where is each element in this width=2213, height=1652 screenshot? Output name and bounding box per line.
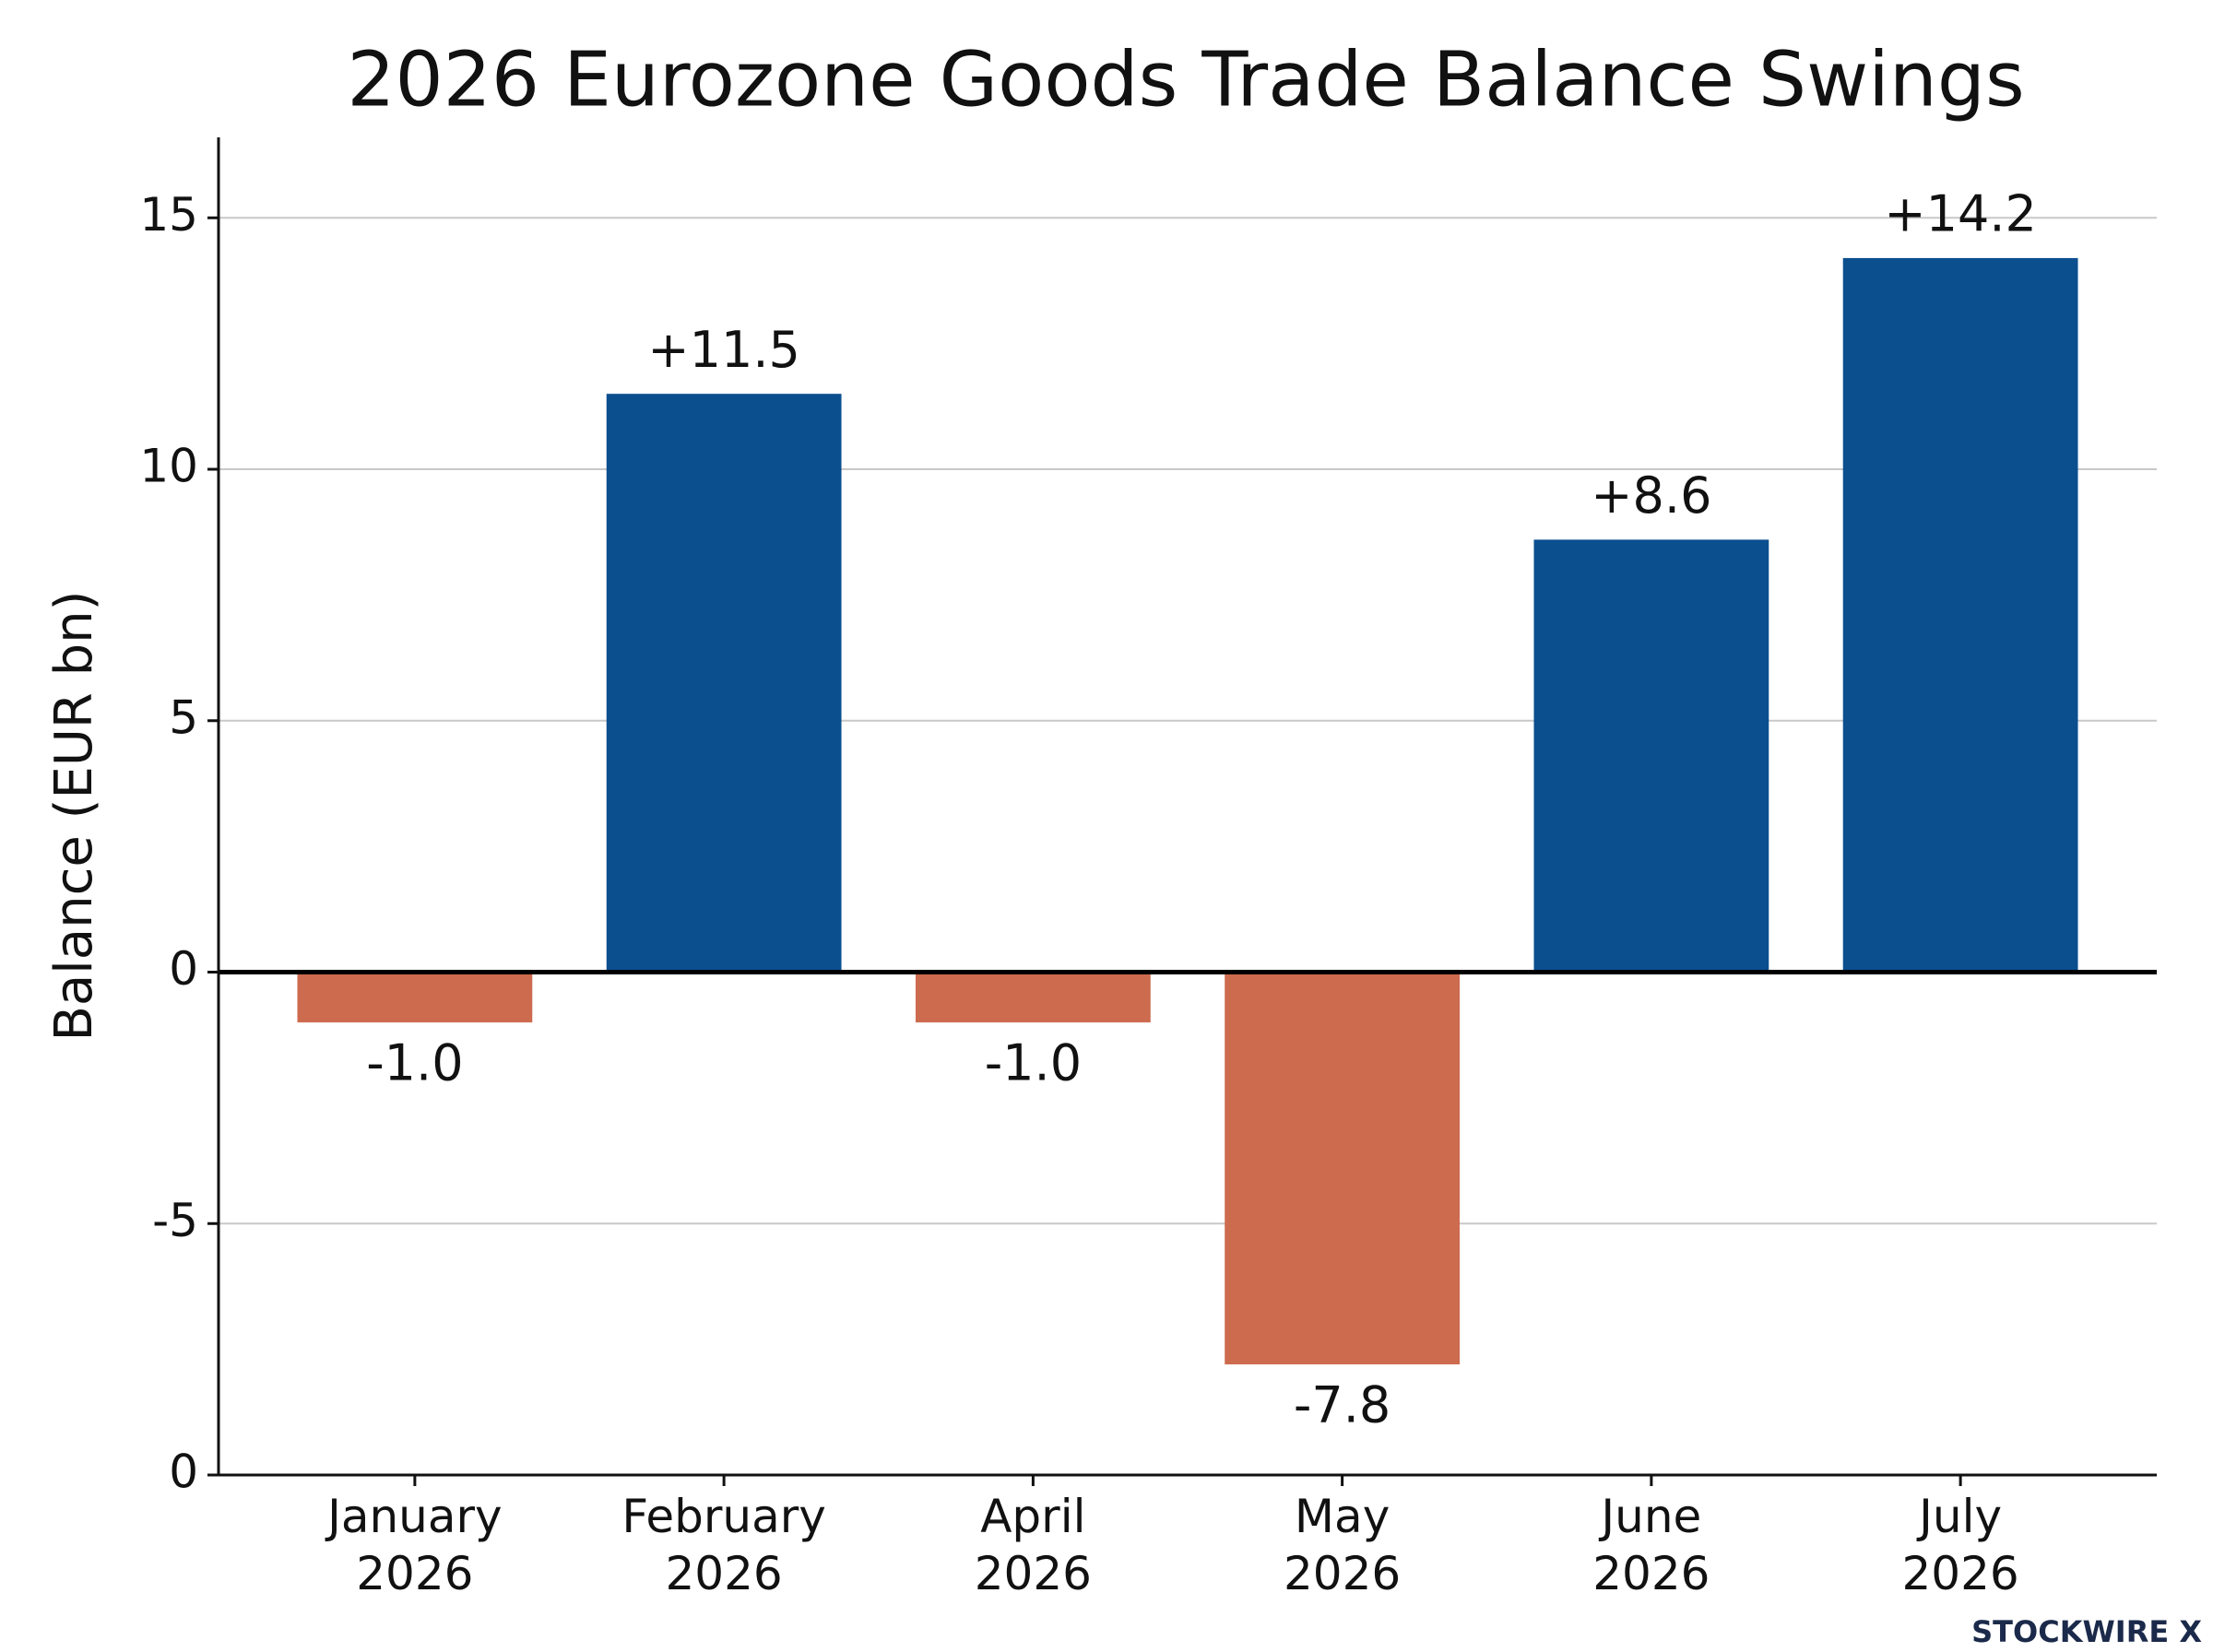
value-label: +8.6 [1591, 466, 1711, 525]
value-label: -1.0 [366, 1034, 463, 1092]
x-tick-label: January 2026 [325, 1490, 503, 1600]
value-label: -7.8 [1294, 1376, 1391, 1434]
bar [606, 394, 842, 973]
y-tick-label: 5 [169, 690, 198, 744]
y-tick-label: 0 [169, 942, 198, 996]
y-axis-label: Balance (EUR bn) [44, 591, 104, 1042]
y-tick-label: 10 [139, 440, 198, 493]
chart-title: 2026 Eurozone Goods Trade Balance Swings [347, 36, 2024, 124]
bar [1225, 972, 1461, 1364]
bar [1533, 539, 1769, 973]
value-label: +14.2 [1884, 185, 2036, 243]
y-tick-label: 15 [139, 188, 198, 242]
x-tick-label: February 2026 [621, 1490, 826, 1600]
watermark: STOCKWIRE X [1971, 1614, 2202, 1649]
y-tick-label: -5 [152, 1194, 198, 1247]
bar [1842, 257, 2078, 973]
bar [915, 972, 1151, 1023]
y-tick-label: 0 [169, 1446, 198, 1499]
x-tick-label: May 2026 [1284, 1490, 1401, 1600]
x-tick-label: April 2026 [975, 1490, 1092, 1600]
value-label: +11.5 [647, 321, 799, 379]
x-tick-label: June 2026 [1592, 1490, 1710, 1600]
x-tick-label: July 2026 [1901, 1490, 2018, 1600]
bar [297, 972, 533, 1023]
value-label: -1.0 [985, 1034, 1082, 1092]
